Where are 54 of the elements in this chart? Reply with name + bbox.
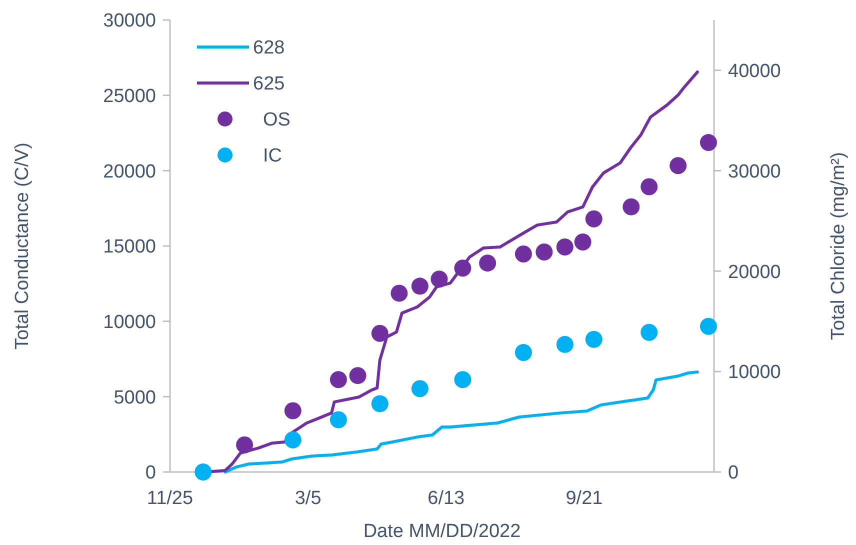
point [670, 157, 687, 174]
legend-label: OS [263, 110, 290, 131]
y2-tick-label: 20000 [728, 262, 781, 283]
point [194, 464, 212, 480]
x-tick-label: 6/13 [428, 488, 465, 509]
point [411, 278, 428, 295]
point [349, 367, 366, 384]
point [430, 270, 448, 288]
point [454, 260, 472, 277]
point [479, 254, 496, 272]
point [536, 244, 553, 261]
point [330, 371, 347, 388]
x-axis-title: Date MM/DD/2022 [363, 521, 521, 542]
legend-label: 628 [253, 38, 285, 59]
point [556, 336, 574, 353]
point [411, 380, 428, 398]
point [585, 210, 602, 228]
y-tick-label: 10000 [103, 312, 156, 333]
y2-tick-label: 40000 [728, 60, 781, 82]
y2-tick-label: 30000 [728, 161, 781, 182]
y-tick-label: 5000 [114, 387, 156, 408]
y2-tick-label: 0 [728, 462, 739, 484]
point [236, 436, 254, 454]
point [390, 284, 408, 302]
point [574, 233, 592, 250]
point [585, 330, 602, 348]
y2-tick-label: 10000 [728, 362, 781, 384]
y-axis-title: Total Conductance (C/V) [12, 142, 33, 350]
point [330, 411, 347, 428]
y-tick-label: 25000 [103, 86, 156, 107]
point [640, 324, 658, 341]
y-tick-label: 30000 [103, 10, 156, 32]
y-tick-label: 20000 [103, 161, 156, 182]
x-tick-label: 3/5 [294, 488, 322, 509]
point [622, 198, 640, 216]
point [371, 324, 388, 342]
point [454, 371, 472, 388]
point [640, 178, 658, 196]
point [514, 246, 532, 263]
point [284, 402, 302, 420]
legend-label: IC [263, 146, 282, 167]
point [371, 395, 388, 412]
point [700, 318, 717, 335]
x-tick-label: 9/21 [566, 488, 603, 509]
point [700, 134, 717, 152]
x-tick-label: 11/25 [146, 488, 194, 509]
point [556, 238, 574, 256]
line-series [224, 370, 699, 474]
y-tick-label: 15000 [103, 236, 156, 258]
y2-axis-title: Total Chloride (mg/m²) [828, 152, 849, 340]
y-tick-label: 0 [145, 462, 156, 484]
point [514, 344, 532, 361]
legend-label: 625 [253, 74, 285, 95]
point [284, 431, 302, 448]
